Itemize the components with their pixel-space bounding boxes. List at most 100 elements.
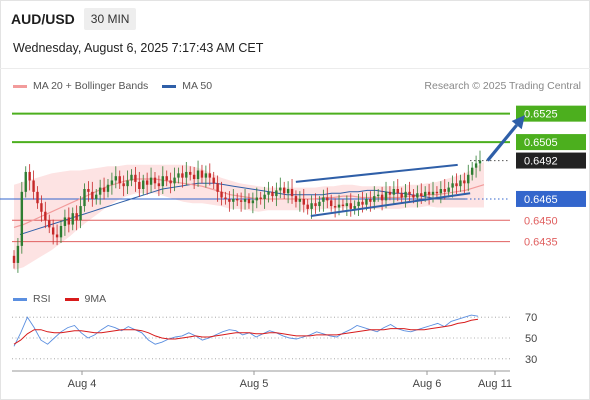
candle-body: [161, 176, 165, 187]
rsi-line: [13, 314, 479, 347]
candle-body: [263, 194, 266, 199]
candle-body: [189, 171, 192, 175]
candle-body: [20, 191, 24, 246]
candle-body: [361, 201, 364, 205]
candle-body: [259, 197, 262, 199]
datetime-label: Wednesday, August 6, 2025 7:17:43 AM CET: [13, 41, 264, 55]
candle-body: [40, 203, 43, 212]
candle-body: [24, 171, 27, 192]
candle-body: [44, 211, 47, 221]
ma20-swatch-icon: [13, 84, 27, 88]
rsi-tick-label: 30: [525, 354, 537, 366]
level-label: 0.6450: [524, 215, 558, 227]
candle-body: [200, 170, 204, 178]
level-label: 0.6492: [524, 156, 558, 168]
candle-body: [423, 191, 427, 197]
rsi-tick-label: 70: [525, 312, 537, 324]
candle-body: [67, 217, 71, 225]
legend-rsi-label: RSI: [33, 293, 51, 305]
channel-lower-line: [310, 192, 471, 218]
candle-body: [365, 198, 368, 205]
candle-body: [75, 213, 78, 221]
candle-body: [380, 194, 384, 201]
legend-item-rsi-ma: 9MA: [64, 293, 106, 305]
rsi-swatch-icon: [13, 297, 27, 301]
candle-body: [412, 194, 415, 198]
candle-body: [369, 198, 372, 202]
candle-body: [455, 183, 458, 187]
candle-body: [110, 180, 114, 185]
candle-body: [314, 203, 317, 207]
candle-body: [236, 198, 239, 201]
forecast-arrow-head-icon: [511, 115, 525, 130]
candle-body: [302, 198, 305, 205]
candle-body: [169, 180, 172, 184]
level-label-box: [516, 134, 586, 151]
candle-body: [95, 194, 98, 199]
candle-body: [228, 198, 231, 202]
candle-body: [247, 198, 251, 204]
candle-body: [173, 177, 176, 184]
candle-body: [149, 177, 153, 185]
candle-body: [239, 200, 243, 202]
level-label: 0.6525: [524, 109, 558, 121]
level-label-box: [516, 105, 586, 122]
candle-body: [286, 189, 290, 194]
candle-body: [134, 174, 137, 182]
candle-body: [36, 191, 39, 204]
candle-body: [87, 189, 90, 192]
candle-body: [439, 189, 443, 194]
candle-body: [298, 198, 302, 202]
candle-body: [165, 176, 168, 181]
candle-body: [392, 189, 396, 195]
interval-button[interactable]: 30 MIN: [83, 8, 137, 30]
candle-body: [157, 183, 161, 187]
candle-body: [345, 203, 349, 207]
candle-body: [408, 191, 411, 195]
legend-ma50-label: MA 50: [182, 80, 213, 92]
candle-body: [185, 171, 188, 178]
candle-body: [306, 204, 309, 209]
candle-body: [243, 198, 247, 202]
candle-body: [208, 173, 211, 178]
candle-body: [416, 193, 419, 198]
candle-body: [130, 174, 133, 181]
level-label-box: [516, 190, 586, 207]
candle-body: [220, 191, 223, 198]
legend-item-rsi: RSI: [13, 293, 51, 305]
candle-body: [326, 197, 329, 201]
rsi-ma-line: [13, 318, 479, 345]
candle-body: [12, 255, 16, 263]
candle-body: [451, 183, 454, 188]
candle-body: [459, 180, 462, 187]
candle-body: [322, 197, 325, 202]
x-tick-label: Aug 11: [478, 378, 512, 390]
candle-body: [384, 191, 388, 201]
candle-body: [310, 203, 313, 209]
candle-body: [283, 187, 286, 194]
candle-body: [373, 196, 376, 202]
candle-body: [59, 225, 63, 238]
candle-body: [294, 196, 298, 202]
candle-body: [435, 191, 439, 194]
candle-body: [98, 187, 102, 195]
rsi-ma-swatch-icon: [64, 297, 79, 301]
candle-body: [153, 177, 157, 184]
x-tick-label: Aug 5: [240, 378, 269, 390]
candle-body: [267, 191, 270, 195]
candle-body: [51, 227, 55, 235]
candle-body: [388, 191, 392, 195]
candle-body: [337, 204, 341, 208]
candle-body: [204, 173, 208, 178]
candle-body: [142, 180, 145, 189]
candle-body: [48, 220, 51, 228]
level-label: 0.6465: [524, 194, 558, 206]
candle-body: [349, 203, 352, 209]
candle-body: [333, 206, 337, 208]
ma50-swatch-icon: [162, 84, 177, 88]
candle-body: [396, 189, 399, 194]
candle-body: [474, 163, 478, 168]
candle-body: [467, 174, 470, 184]
candle-body: [427, 191, 431, 195]
